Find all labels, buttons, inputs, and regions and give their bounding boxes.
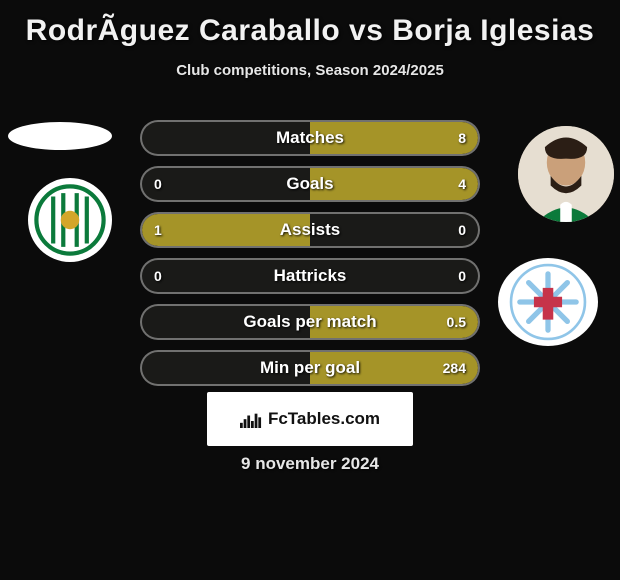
crest-left: [28, 178, 112, 262]
stat-label: Goals per match: [142, 306, 478, 338]
stats-container: Matches 8 0 Goals 4 1 Assists 0 0 Hattri…: [140, 120, 480, 396]
watermark-logo-icon: [240, 410, 262, 428]
stat-row-gpm: Goals per match 0.5: [140, 304, 480, 340]
value-right: 0: [446, 260, 478, 292]
stat-row-assists: 1 Assists 0: [140, 212, 480, 248]
stat-label: Assists: [142, 214, 478, 246]
watermark-box: FcTables.com: [207, 392, 413, 446]
stat-label: Min per goal: [142, 352, 478, 384]
player-left-avatar: [8, 122, 112, 150]
value-right: 0.5: [435, 306, 478, 338]
value-right: 8: [446, 122, 478, 154]
stat-label: Hattricks: [142, 260, 478, 292]
page-title: RodrÃ­guez Caraballo vs Borja Iglesias: [0, 0, 620, 48]
stat-label: Matches: [142, 122, 478, 154]
player-right-photo-icon: [518, 126, 614, 222]
stat-row-goals: 0 Goals 4: [140, 166, 480, 202]
stat-label: Goals: [142, 168, 478, 200]
crest-right: [498, 258, 598, 346]
stat-row-matches: Matches 8: [140, 120, 480, 156]
player-right-avatar: [518, 126, 614, 222]
crest-right-icon: [498, 258, 598, 346]
date-text: 9 november 2024: [0, 454, 620, 474]
value-right: 4: [446, 168, 478, 200]
watermark-text: FcTables.com: [268, 409, 380, 429]
value-right: 284: [431, 352, 478, 384]
value-right: 0: [446, 214, 478, 246]
stat-row-hattricks: 0 Hattricks 0: [140, 258, 480, 294]
crest-left-icon: [28, 178, 112, 262]
page-subtitle: Club competitions, Season 2024/2025: [0, 62, 620, 79]
stat-row-mpg: Min per goal 284: [140, 350, 480, 386]
